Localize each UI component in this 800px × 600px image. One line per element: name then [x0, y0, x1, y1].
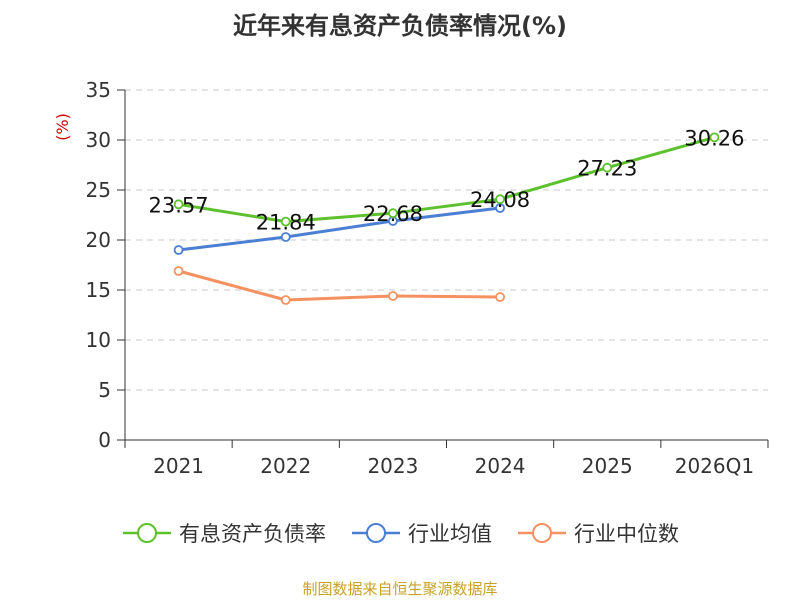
y-tick-label: 5 — [98, 378, 111, 402]
legend-label-series-3: 行业中位数 — [574, 522, 679, 546]
data-point-series-3 — [173, 266, 184, 276]
data-point-series-1 — [280, 216, 291, 227]
y-tick-label: 30 — [86, 128, 111, 152]
chart-title: 近年来有息资产负债率情况(%) — [233, 12, 567, 40]
data-point-series-2 — [280, 232, 291, 242]
x-tick-label: 2022 — [260, 454, 311, 478]
data-label: 21.84 — [256, 211, 316, 235]
x-tick-label: 2021 — [153, 454, 204, 478]
x-tick-label: 2023 — [367, 454, 418, 478]
y-tick-label: 10 — [86, 328, 111, 352]
legend: 有息资产负债率 行业均值 行业中位数 — [0, 518, 800, 548]
data-point-series-1 — [709, 132, 720, 143]
legend-marker-series-1 — [123, 523, 171, 543]
x-tick-label: 2025 — [582, 454, 633, 478]
y-tick-label: 15 — [86, 278, 111, 302]
legend-item-series-1[interactable]: 有息资产负债率 — [121, 518, 326, 548]
data-label: 24.08 — [470, 188, 530, 212]
series-line-3 — [178, 269, 501, 302]
data-label: 22.68 — [363, 202, 423, 226]
data-point-series-2 — [173, 245, 184, 255]
y-tick-label: 20 — [86, 228, 111, 252]
data-label: 23.57 — [149, 193, 209, 217]
legend-label-series-2: 行业均值 — [408, 522, 492, 546]
legend-marker-series-2 — [352, 523, 400, 543]
data-point-series-1 — [173, 199, 184, 210]
legend-marker-series-3 — [518, 523, 566, 543]
data-point-series-1 — [495, 194, 505, 205]
data-label: 30.26 — [684, 126, 744, 150]
y-axis-unit-label: (%) — [53, 113, 72, 141]
y-tick-label: 0 — [98, 428, 111, 452]
y-tick-label: 25 — [86, 178, 111, 202]
data-label: 27.23 — [577, 157, 637, 181]
series-line-2 — [178, 206, 501, 252]
x-tick-label: 2024 — [475, 454, 526, 478]
source-note: 制图数据来自恒生聚源数据库 — [302, 580, 498, 598]
y-tick-label: 35 — [86, 78, 111, 102]
data-point-series-3 — [280, 295, 291, 305]
data-point-series-1 — [388, 208, 398, 219]
data-point-series-3 — [388, 291, 398, 301]
legend-label-series-1: 有息资产负债率 — [179, 522, 326, 546]
x-tick-label: 2026Q1 — [675, 454, 754, 478]
data-point-series-3 — [495, 292, 505, 302]
data-point-series-1 — [602, 162, 613, 173]
legend-item-series-3[interactable]: 行业中位数 — [516, 518, 679, 548]
series-line-1 — [178, 135, 715, 224]
legend-item-series-2[interactable]: 行业均值 — [350, 518, 492, 548]
